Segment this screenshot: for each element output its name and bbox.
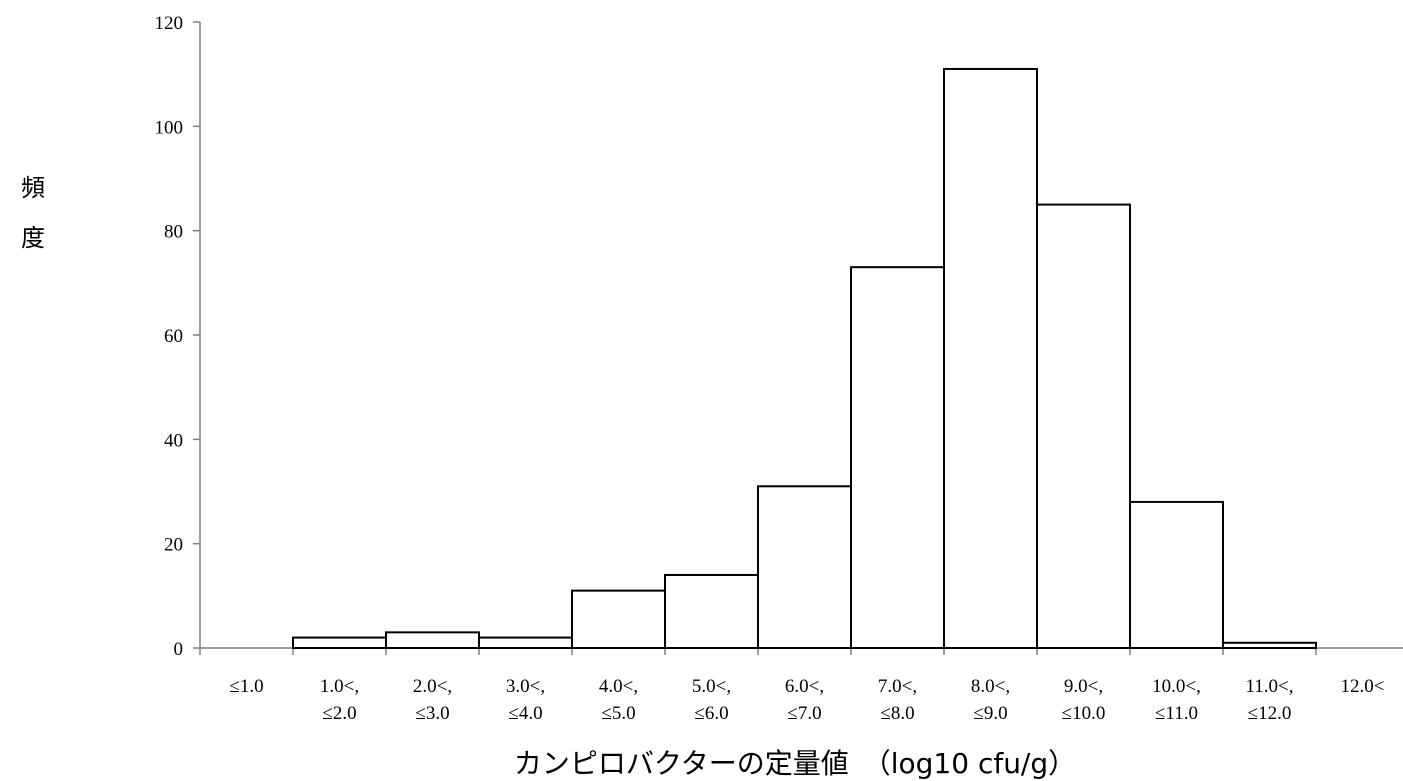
bar: [478, 636, 573, 649]
y-tick-label: 40: [164, 430, 183, 451]
x-tick-label: 1.0<,: [320, 676, 359, 697]
x-tick-label: 5.0<,: [692, 676, 731, 697]
y-tick-label: 100: [155, 117, 184, 138]
x-tick-label: 8.0<,: [971, 676, 1010, 697]
bar: [385, 631, 480, 649]
y-axis-title: 頻度: [21, 174, 45, 252]
y-axis-title-char: 頻: [21, 174, 45, 202]
x-tick-label: ≤4.0: [508, 703, 542, 724]
y-axis-title-char: 度: [21, 224, 45, 252]
x-tick-label: 7.0<,: [878, 676, 917, 697]
y-tick-label: 20: [164, 535, 183, 556]
x-tick-label: 11.0<,: [1245, 676, 1293, 697]
x-tick-label: ≤6.0: [694, 703, 728, 724]
x-axis: [199, 647, 1403, 655]
x-axis-title: カンピロバクターの定量値 （log10 cfu/g）: [514, 747, 1076, 780]
x-tick-label: ≤10.0: [1062, 703, 1106, 724]
x-tick-label: ≤11.0: [1155, 703, 1198, 724]
x-tick-label: 4.0<,: [599, 676, 638, 697]
y-tick-label: 80: [164, 222, 183, 243]
x-tick-label: 6.0<,: [785, 676, 824, 697]
x-tick-label: 9.0<,: [1064, 676, 1103, 697]
x-tick-label: ≤9.0: [973, 703, 1007, 724]
x-tick-label: ≤5.0: [601, 703, 635, 724]
y-tick-label: 60: [164, 326, 183, 347]
bar: [1036, 203, 1131, 649]
x-tick-label: 2.0<,: [413, 676, 452, 697]
x-tick-labels: ≤1.0 1.0<, ≤2.0 2.0<, ≤3.0 3.0<, ≤4.0 4.0<, ≤5.0…: [229, 676, 1384, 724]
x-tick-label: ≤3.0: [415, 703, 449, 724]
bar: [1222, 641, 1317, 649]
x-tick-label: ≤12.0: [1248, 703, 1292, 724]
bar: [757, 485, 852, 649]
bar: [850, 266, 945, 649]
x-tick-label: 10.0<,: [1152, 676, 1201, 697]
x-tick-label: ≤2.0: [322, 703, 356, 724]
x-tick-label: ≤8.0: [880, 703, 914, 724]
x-tick-label: 3.0<,: [506, 676, 545, 697]
x-tick-label: ≤7.0: [787, 703, 821, 724]
y-axis: 0 20 40 60 80 100 120: [155, 13, 201, 660]
x-tick-label: ≤1.0: [229, 676, 263, 697]
y-tick-label: 120: [155, 13, 184, 34]
bar: [571, 589, 666, 649]
bar: [664, 573, 759, 650]
bar: [943, 67, 1038, 649]
x-tick-label: 12.0<: [1341, 676, 1385, 697]
bar: [1129, 500, 1224, 649]
bar: [292, 636, 387, 649]
y-tick-label: 0: [174, 639, 184, 660]
bars: [292, 67, 1317, 650]
